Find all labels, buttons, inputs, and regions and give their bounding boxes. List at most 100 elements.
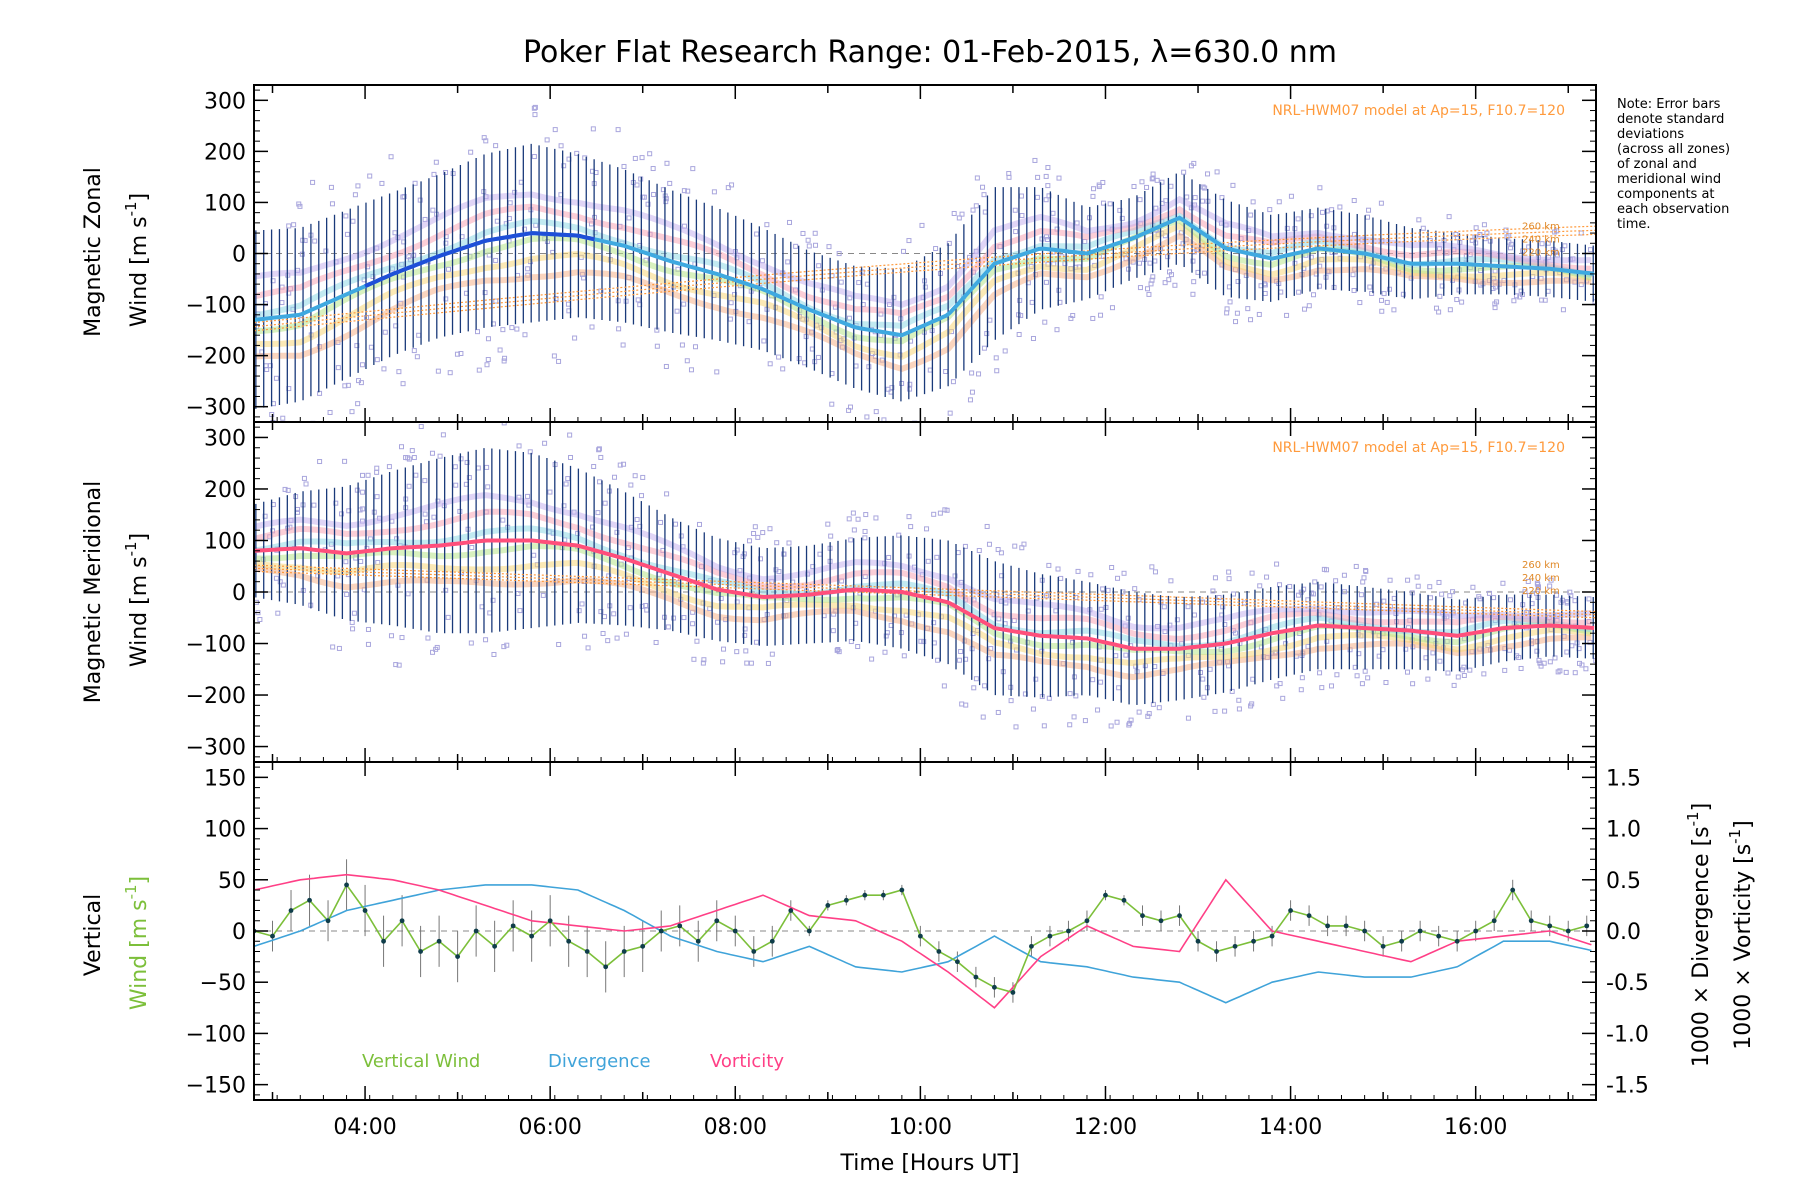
zone-scatter-point xyxy=(1379,297,1385,303)
zone-scatter-point xyxy=(333,500,339,506)
zone-scatter-point xyxy=(681,301,687,307)
zone-scatter-point xyxy=(1115,575,1121,581)
zone-scatter-point xyxy=(720,659,726,665)
zone-scatter-point xyxy=(891,294,897,300)
vertical-wind-point xyxy=(1195,938,1201,944)
zone-scatter-point xyxy=(963,702,969,708)
zone-scatter-point xyxy=(998,550,1004,556)
vertical-wind-point xyxy=(1029,943,1034,949)
zone-scatter-point xyxy=(681,188,687,194)
zone-scatter-point xyxy=(919,222,925,228)
zone-scatter-point xyxy=(1152,664,1158,670)
vertical-wind-point xyxy=(270,933,275,939)
zone-scatter-point xyxy=(1560,597,1566,603)
zone-scatter-point xyxy=(335,365,341,371)
zone-scatter-point xyxy=(485,336,491,342)
zone-scatter-point xyxy=(329,201,335,207)
zone-scatter-point xyxy=(846,407,852,413)
zone-scatter-point xyxy=(1098,312,1104,318)
note-line: denote standard xyxy=(1617,112,1724,127)
zone-scatter-point xyxy=(406,483,412,489)
zone-scatter-point xyxy=(514,326,520,332)
zone-scatter-point xyxy=(644,607,650,613)
note-line: of zonal and xyxy=(1617,157,1697,172)
zonal-ylabel: Magnetic Zonal Wind [m s-1] xyxy=(81,167,152,337)
zone-scatter-point xyxy=(291,222,297,228)
zone-scatter-point xyxy=(502,355,508,361)
y-tick-label: 300 xyxy=(204,426,246,451)
zone-scatter-point xyxy=(1386,286,1392,292)
zone-scatter-point xyxy=(1212,575,1218,581)
zone-scatter-point xyxy=(430,649,436,655)
zone-scatter-point xyxy=(365,626,371,632)
vertical-wind-point xyxy=(1306,913,1312,919)
zonal-panel: NRL-HWM07 model at Ap=15, F10.7=120 260 k… xyxy=(186,84,1597,423)
vorticity-ylabel: 1000 × Vorticity [s-1] xyxy=(1726,820,1756,1049)
zone-scatter-point xyxy=(1091,186,1097,192)
zone-scatter-point xyxy=(1583,666,1589,672)
zone-scatter-point xyxy=(1420,225,1426,231)
zone-scatter-point xyxy=(1249,570,1255,576)
zone-wind-line xyxy=(254,543,1592,655)
zone-scatter-point xyxy=(1219,195,1225,201)
zone-scatter-point xyxy=(1317,670,1323,676)
zone-scatter-point xyxy=(1391,307,1397,313)
zone-scatter-point xyxy=(527,417,531,421)
zone-scatter-point xyxy=(393,662,399,668)
zone-scatter-point xyxy=(767,361,773,367)
zone-scatter-point xyxy=(368,344,374,350)
zone-scatter-point xyxy=(862,528,868,534)
zone-scatter-point xyxy=(475,329,481,335)
zone-scatter-point xyxy=(906,238,912,244)
zone-scatter-point xyxy=(690,621,696,627)
zone-scatter-point xyxy=(1324,567,1330,573)
zone-scatter-point xyxy=(692,344,698,350)
zone-scatter-point xyxy=(1351,198,1357,204)
zone-scatter-point xyxy=(869,656,875,662)
note-line: each observation xyxy=(1617,202,1729,217)
y-tick-label: 0 xyxy=(232,581,246,606)
zone-scatter-point xyxy=(899,380,905,386)
vertical-wind-point xyxy=(973,974,979,980)
zone-scatter-point xyxy=(1226,576,1232,582)
zone-scatter-point xyxy=(829,401,835,407)
zone-scatter-point xyxy=(1516,655,1522,661)
zone-scatter-point xyxy=(1288,193,1294,199)
y-tick-label: 150 xyxy=(204,766,246,791)
vertical-wind-point xyxy=(1380,943,1386,949)
zone-scatter-point xyxy=(776,354,782,360)
x-tick-label: 14:00 xyxy=(1259,1115,1322,1140)
zone-scatter-point xyxy=(1387,577,1393,583)
zone-scatter-point xyxy=(445,614,451,620)
zone-scatter-point xyxy=(1222,622,1228,628)
zone-scatter-point xyxy=(878,332,884,338)
zone-scatter-point xyxy=(1470,584,1476,590)
zone-scatter-point xyxy=(556,641,562,647)
zone-scatter-point xyxy=(464,459,470,465)
zone-scatter-point xyxy=(1391,595,1397,601)
zone-scatter-point xyxy=(744,660,750,666)
zone-scatter-point xyxy=(711,189,717,195)
x-tick-label: 08:00 xyxy=(704,1115,767,1140)
zone-scatter-point xyxy=(349,619,355,625)
zone-scatter-point xyxy=(806,243,812,249)
zone-scatter-point xyxy=(379,180,385,186)
zone-scatter-point xyxy=(1317,185,1323,191)
zone-scatter-point xyxy=(654,343,660,349)
zone-scatter-point xyxy=(558,143,564,149)
zone-scatter-point xyxy=(639,155,645,161)
zone-scatter-point xyxy=(1369,290,1375,296)
zone-scatter-point xyxy=(830,628,836,634)
zone-scatter-point xyxy=(454,351,460,357)
zone-scatter-point xyxy=(1012,207,1018,213)
zone-scatter-point xyxy=(1324,223,1330,229)
zone-scatter-point xyxy=(934,554,940,560)
vertical-wind-point xyxy=(954,959,960,965)
zone-scatter-point xyxy=(1415,583,1421,589)
zone-scatter-point xyxy=(1572,598,1578,604)
zone-scatter-point xyxy=(620,342,626,348)
zone-scatter-point xyxy=(1068,315,1074,321)
y-tick-label: −50 xyxy=(200,971,246,996)
vertical-wind-point xyxy=(1362,928,1368,934)
zone-scatter-point xyxy=(1100,179,1106,185)
